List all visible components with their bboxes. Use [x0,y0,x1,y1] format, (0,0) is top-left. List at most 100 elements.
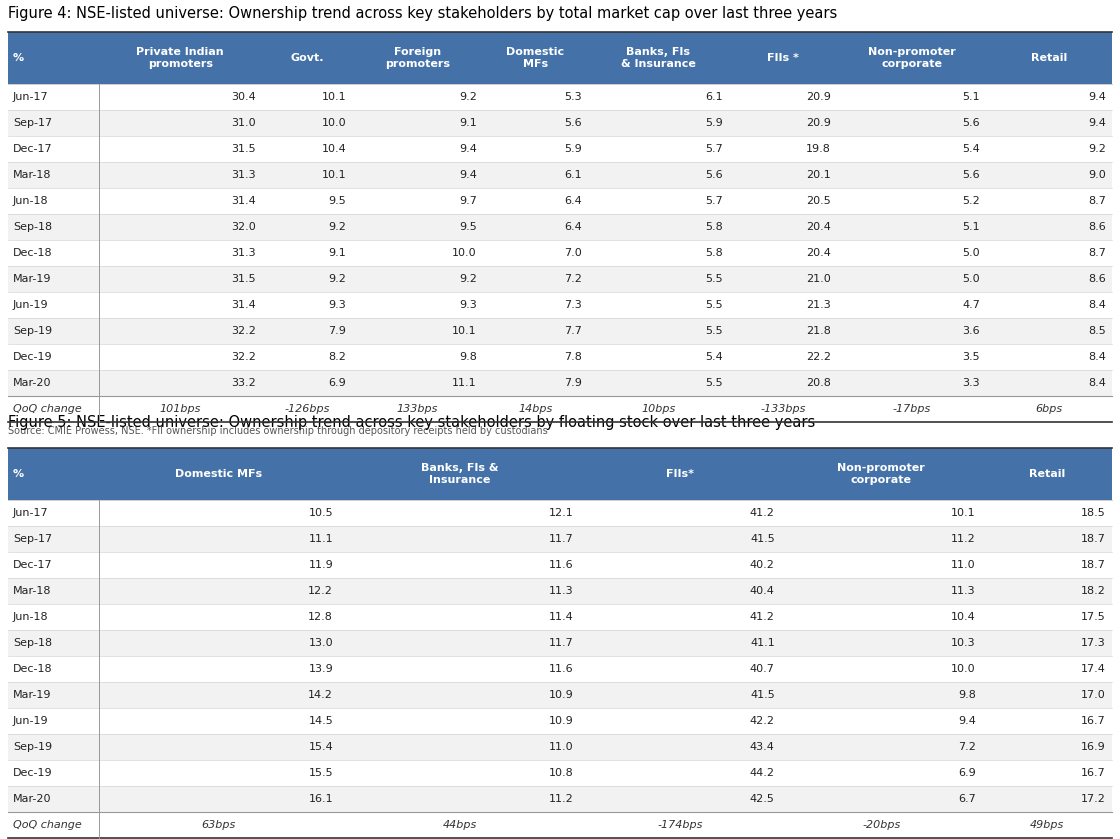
Text: 9.4: 9.4 [958,716,976,726]
Bar [580,604,781,630]
Text: 11.4: 11.4 [549,612,573,622]
Bar [8,110,99,136]
Text: 3.5: 3.5 [962,352,980,362]
Text: 7.9: 7.9 [328,326,346,336]
Bar [353,396,483,422]
Bar [99,552,339,578]
Text: Jun-19: Jun-19 [13,716,48,726]
Bar [483,370,588,396]
Text: 9.4: 9.4 [459,170,477,180]
Bar [8,604,99,630]
Bar [339,630,580,656]
Text: 12.1: 12.1 [549,508,573,518]
Text: 9.7: 9.7 [459,196,477,206]
Text: Mar-19: Mar-19 [13,274,52,284]
Text: Sep-19: Sep-19 [13,326,53,336]
Text: 4.7: 4.7 [962,300,980,310]
Bar [99,448,339,500]
Text: 9.0: 9.0 [1089,170,1105,180]
Text: 22.2: 22.2 [806,352,831,362]
Bar [8,500,99,526]
Bar [986,32,1112,84]
Bar [781,578,982,604]
Text: QoQ change: QoQ change [13,820,82,830]
Text: 6.1: 6.1 [564,170,581,180]
Bar [483,266,588,292]
Text: Dec-18: Dec-18 [13,248,53,258]
Bar [781,526,982,552]
Bar [580,526,781,552]
Bar [262,84,353,110]
Text: 40.4: 40.4 [750,586,775,596]
Bar [837,84,986,110]
Bar [986,318,1112,344]
Text: Jun-19: Jun-19 [13,300,48,310]
Bar [580,448,781,500]
Bar [588,110,729,136]
Text: 7.7: 7.7 [563,326,581,336]
Bar [837,136,986,162]
Text: 6.9: 6.9 [958,768,976,778]
Text: 7.9: 7.9 [563,378,581,388]
Text: 5.7: 5.7 [706,144,722,154]
Text: 10.1: 10.1 [321,92,346,102]
Bar [99,760,339,786]
Bar [99,526,339,552]
Bar [986,396,1112,422]
Text: 8.2: 8.2 [328,352,346,362]
Bar [8,708,99,734]
Text: 15.4: 15.4 [308,742,334,752]
Bar [837,318,986,344]
Text: 16.7: 16.7 [1081,768,1105,778]
Text: 5.9: 5.9 [563,144,581,154]
Text: -20bps: -20bps [862,820,900,830]
Text: 41.5: 41.5 [750,534,775,544]
Text: -126bps: -126bps [284,404,330,414]
Bar [729,266,837,292]
Text: 11.2: 11.2 [951,534,976,544]
Text: 101bps: 101bps [159,404,200,414]
Text: 14.2: 14.2 [308,690,334,700]
Text: 9.8: 9.8 [459,352,477,362]
Bar [580,786,781,812]
Bar [781,500,982,526]
Bar [339,552,580,578]
Text: 10.8: 10.8 [549,768,573,778]
Bar [781,552,982,578]
Bar [729,162,837,188]
Bar [781,448,982,500]
Text: Sep-18: Sep-18 [13,222,53,232]
Text: 10bps: 10bps [641,404,675,414]
Bar [99,266,262,292]
Text: %: % [13,53,25,63]
Bar [588,370,729,396]
Text: 31.5: 31.5 [232,274,255,284]
Bar [837,292,986,318]
Text: 32.2: 32.2 [231,326,255,336]
Bar [781,708,982,734]
Bar [262,136,353,162]
Text: 5.8: 5.8 [706,222,722,232]
Text: 31.5: 31.5 [232,144,255,154]
Bar [729,240,837,266]
Text: 5.8: 5.8 [706,248,722,258]
Bar [8,656,99,682]
Text: 41.2: 41.2 [750,508,775,518]
Text: 9.4: 9.4 [1089,92,1105,102]
Bar [262,318,353,344]
Bar [986,370,1112,396]
Bar [580,708,781,734]
Text: 16.1: 16.1 [309,794,334,804]
Text: 14bps: 14bps [519,404,552,414]
Bar [729,136,837,162]
Bar [99,110,262,136]
Bar [588,396,729,422]
Text: 9.3: 9.3 [328,300,346,310]
Text: Govt.: Govt. [290,53,324,63]
Bar [588,188,729,214]
Text: 5.0: 5.0 [962,274,980,284]
Text: Dec-17: Dec-17 [13,144,53,154]
Text: 8.7: 8.7 [1089,248,1105,258]
Bar [982,812,1112,838]
Text: 21.8: 21.8 [806,326,831,336]
